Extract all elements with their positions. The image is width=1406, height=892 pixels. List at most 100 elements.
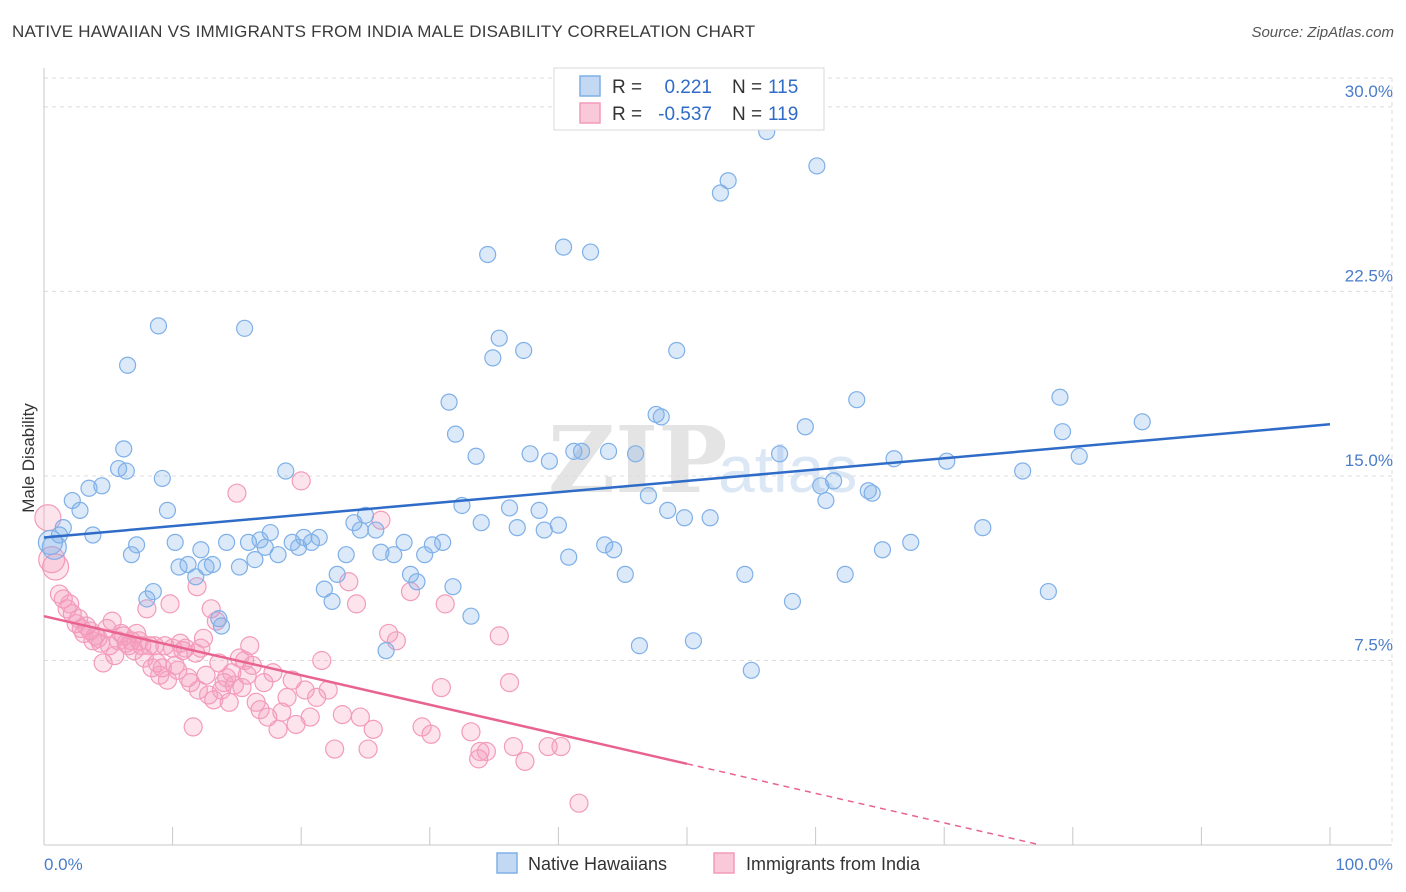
point-native-hawaiians-85 — [599, 442, 618, 460]
point-native-hawaiians-36 — [261, 523, 279, 542]
point-native-hawaiians-67 — [472, 514, 490, 532]
point-immigrants-from-india-108 — [469, 749, 489, 769]
point-native-hawaiians-44 — [315, 580, 333, 598]
point-immigrants-from-india-60 — [204, 690, 224, 710]
point-native-hawaiians-51 — [367, 521, 385, 539]
point-immigrants-from-india-87 — [295, 680, 315, 700]
point-native-hawaiians-98 — [711, 184, 730, 202]
point-immigrants-from-india-81 — [268, 719, 288, 739]
point-native-hawaiians-38 — [277, 462, 295, 480]
point-native-hawaiians-11 — [117, 462, 135, 480]
point-native-hawaiians-104 — [783, 592, 802, 611]
point-native-hawaiians-113 — [873, 541, 892, 559]
watermark-atlas: atlas — [718, 432, 857, 506]
point-native-hawaiians-77 — [540, 452, 558, 470]
point-native-hawaiians-106 — [808, 157, 826, 175]
point-native-hawaiians-65 — [462, 607, 480, 625]
point-native-hawaiians-83 — [581, 243, 600, 261]
point-native-hawaiians-99 — [719, 172, 737, 190]
point-native-hawaiians-90 — [639, 487, 658, 505]
point-native-hawaiians-18 — [153, 469, 171, 488]
trend-line-immigrants-from-india — [43, 614, 688, 766]
legend-label-immigrants-from-india: Immigrants from India — [746, 854, 921, 874]
point-immigrants-from-india-43 — [160, 594, 180, 614]
point-native-hawaiians-33 — [246, 551, 264, 569]
point-native-hawaiians-62 — [444, 578, 462, 596]
point-immigrants-from-india-93 — [332, 705, 352, 725]
point-native-hawaiians-75 — [530, 501, 548, 519]
point-native-hawaiians-93 — [659, 501, 677, 519]
point-immigrants-from-india-2 — [41, 553, 70, 581]
point-native-hawaiians-95 — [675, 509, 694, 527]
point-immigrants-from-india-61 — [206, 611, 226, 631]
point-native-hawaiians-68 — [479, 245, 497, 264]
point-immigrants-from-india-22 — [105, 645, 125, 666]
y-tick-label-1: 15.0% — [1345, 451, 1393, 470]
legend-swatch-native-hawaiians — [496, 852, 518, 874]
point-immigrants-from-india-57 — [196, 665, 216, 685]
point-native-hawaiians-13 — [122, 546, 141, 564]
point-native-hawaiians-112 — [863, 484, 881, 502]
point-native-hawaiians-26 — [203, 555, 222, 574]
point-native-hawaiians-59 — [423, 536, 441, 554]
stats-legend: R = 0.221 N = 115 R = -0.537 N = 119 — [553, 67, 825, 131]
point-native-hawaiians-94 — [668, 341, 686, 360]
point-native-hawaiians-88 — [626, 445, 645, 463]
point-native-hawaiians-54 — [385, 546, 403, 564]
point-native-hawaiians-87 — [616, 565, 634, 583]
point-native-hawaiians-17 — [149, 317, 168, 335]
point-native-hawaiians-24 — [192, 541, 210, 559]
point-immigrants-from-india-97 — [358, 739, 378, 759]
point-native-hawaiians-80 — [560, 548, 578, 566]
stats-r-value-pink: -0.537 — [658, 104, 712, 125]
point-native-hawaiians-97 — [701, 509, 719, 527]
point-immigrants-from-india-96 — [350, 707, 370, 727]
point-immigrants-from-india-112 — [503, 736, 523, 757]
point-immigrants-from-india-51 — [181, 673, 201, 693]
point-native-hawaiians-19 — [158, 501, 177, 519]
point-native-hawaiians-6 — [80, 479, 98, 497]
point-native-hawaiians-108 — [825, 472, 843, 490]
point-immigrants-from-india-90 — [312, 650, 332, 671]
y-tick-label-0: 7.5% — [1354, 635, 1393, 654]
trend-line-native-hawaiians — [43, 423, 1331, 539]
point-immigrants-from-india-98 — [363, 719, 383, 739]
chart-source: Source: ZipAtlas.com — [1251, 24, 1394, 41]
bottom-legend: Native Hawaiians Immigrants from India — [496, 852, 921, 874]
point-native-hawaiians-22 — [179, 555, 197, 574]
point-native-hawaiians-66 — [467, 447, 485, 465]
point-native-hawaiians-16 — [144, 582, 162, 601]
point-immigrants-from-india-115 — [551, 736, 571, 757]
stats-n-value-pink: 119 — [768, 104, 798, 125]
point-native-hawaiians-110 — [848, 391, 866, 409]
legend-swatch-immigrants-from-india — [713, 852, 735, 874]
point-native-hawaiians-28 — [212, 617, 231, 635]
point-immigrants-from-india-83 — [277, 687, 297, 707]
point-native-hawaiians-71 — [500, 499, 519, 517]
point-immigrants-from-india-52 — [183, 717, 203, 737]
point-immigrants-from-india-95 — [346, 594, 367, 614]
series-native-hawaiians — [37, 122, 1151, 679]
point-native-hawaiians-45 — [323, 592, 341, 611]
point-native-hawaiians-121 — [1070, 447, 1088, 465]
stats-n-value-blue: 115 — [768, 77, 798, 98]
point-immigrants-from-india-18 — [93, 653, 113, 673]
point-immigrants-from-india-77 — [250, 700, 270, 720]
point-native-hawaiians-107 — [817, 491, 835, 510]
point-native-hawaiians-74 — [521, 445, 539, 463]
point-immigrants-from-india-92 — [325, 739, 345, 759]
point-immigrants-from-india-46 — [168, 660, 188, 680]
point-native-hawaiians-100 — [736, 565, 754, 583]
point-native-hawaiians-69 — [484, 349, 502, 367]
x-tick-label-0: 0.0% — [44, 855, 83, 874]
point-native-hawaiians-122 — [1133, 413, 1151, 431]
point-native-hawaiians-8 — [93, 477, 111, 495]
point-native-hawaiians-50 — [356, 506, 375, 524]
point-immigrants-from-india-100 — [379, 623, 399, 644]
point-native-hawaiians-79 — [554, 238, 573, 256]
point-immigrants-from-india-34 — [137, 599, 157, 619]
point-immigrants-from-india-84 — [282, 670, 302, 690]
trend-lines — [43, 423, 1331, 846]
point-native-hawaiians-7 — [84, 526, 102, 544]
